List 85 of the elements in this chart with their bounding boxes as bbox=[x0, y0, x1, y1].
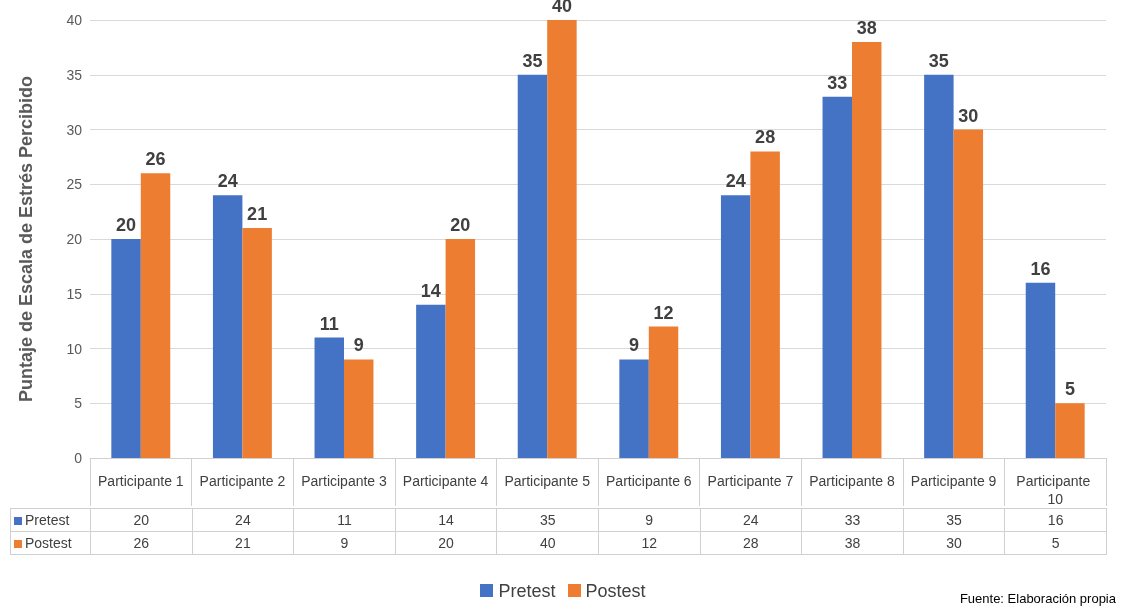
legend-label: Postest bbox=[10, 531, 91, 555]
bar bbox=[212, 195, 243, 458]
text: Pretest bbox=[498, 581, 556, 601]
y-axis-title: Puntaje de Escala de Estrés Percibido bbox=[16, 75, 36, 403]
x-tick-label: Participante 5 bbox=[504, 473, 591, 489]
text: 9 bbox=[353, 335, 364, 356]
bar bbox=[547, 20, 577, 458]
x-tick-label: Participante 2 bbox=[199, 473, 286, 489]
bar bbox=[1025, 282, 1056, 458]
bar bbox=[822, 96, 852, 458]
data-label: 35 bbox=[903, 508, 1005, 532]
text: 26 bbox=[145, 149, 166, 170]
y-tick-label: 10 bbox=[66, 340, 83, 357]
text: 24 bbox=[217, 171, 238, 192]
y-tick-label: 15 bbox=[66, 285, 83, 302]
text: 20 bbox=[450, 215, 471, 235]
y-tick-label: 5 bbox=[74, 395, 83, 412]
text: 12 bbox=[653, 302, 674, 323]
data-label: 20 bbox=[395, 531, 497, 555]
y-tick-label: 0 bbox=[74, 450, 83, 466]
bar bbox=[852, 41, 882, 458]
data-label: 28 bbox=[700, 531, 802, 555]
bar bbox=[140, 173, 171, 458]
x-tick-label: Participante 3 bbox=[301, 473, 388, 489]
text: 38 bbox=[856, 17, 877, 38]
data-label: 21 bbox=[192, 531, 294, 555]
text: 35 bbox=[928, 50, 949, 71]
data-label: 24 bbox=[700, 508, 802, 532]
text: 35 bbox=[522, 50, 543, 71]
y-tick-label: 20 bbox=[66, 231, 83, 247]
text: 33 bbox=[827, 72, 848, 93]
data-label: 30 bbox=[903, 531, 1005, 555]
bar bbox=[720, 195, 751, 458]
x-tick-label: Participante 9 bbox=[910, 473, 997, 489]
text: 5 bbox=[1064, 379, 1075, 400]
bar bbox=[953, 129, 984, 458]
x-tick-label: Participante 7 bbox=[707, 473, 794, 489]
bar bbox=[445, 239, 476, 458]
x-tick-label: Participante 4 bbox=[402, 473, 489, 489]
text: 9 bbox=[629, 335, 640, 356]
bar bbox=[750, 151, 780, 458]
text: 40 bbox=[551, 0, 572, 16]
bar bbox=[1055, 403, 1085, 458]
bar bbox=[314, 337, 344, 458]
data-label: 9 bbox=[598, 508, 701, 532]
data-label: 5 bbox=[1004, 531, 1107, 555]
data-label: 16 bbox=[1004, 508, 1107, 532]
data-label: 40 bbox=[496, 531, 599, 555]
x-tick-label: Participante 1 bbox=[98, 473, 184, 489]
bar bbox=[517, 74, 548, 458]
text: 11 bbox=[319, 313, 339, 334]
data-label: 26 bbox=[90, 531, 193, 555]
y-tick-label: 35 bbox=[66, 66, 83, 83]
data-label: 14 bbox=[395, 508, 497, 532]
data-label: 24 bbox=[192, 508, 294, 532]
x-tick-label: Participante 6 bbox=[606, 473, 692, 489]
text: 16 bbox=[1030, 258, 1051, 279]
data-label: 35 bbox=[496, 508, 599, 532]
data-label: 12 bbox=[598, 531, 701, 555]
text: 20 bbox=[116, 215, 137, 235]
bar bbox=[648, 326, 679, 458]
text: 30 bbox=[958, 105, 979, 126]
text: 28 bbox=[755, 127, 776, 148]
x-tick-label: Participante 10 bbox=[1016, 473, 1095, 507]
data-label: 38 bbox=[801, 531, 904, 555]
source-note: Fuente: Elaboración propia bbox=[959, 591, 1116, 606]
y-tick-label: 30 bbox=[66, 121, 83, 138]
x-tick-label: Participante 8 bbox=[809, 473, 896, 489]
data-label: 20 bbox=[90, 508, 193, 532]
bar bbox=[111, 239, 141, 458]
data-label: 9 bbox=[293, 531, 396, 555]
text: Postest bbox=[585, 581, 646, 601]
data-label: 11 bbox=[293, 508, 396, 532]
bar bbox=[619, 359, 649, 458]
bar bbox=[242, 228, 272, 458]
bar bbox=[344, 359, 374, 458]
legend-label: Pretest bbox=[10, 508, 91, 532]
y-tick-label: 40 bbox=[66, 12, 83, 28]
y-tick-label: 25 bbox=[66, 176, 83, 193]
bar bbox=[924, 74, 954, 458]
text: 21 bbox=[247, 204, 268, 225]
text: 24 bbox=[725, 171, 746, 192]
bar bbox=[416, 304, 446, 458]
data-label: 33 bbox=[801, 508, 904, 532]
text: 14 bbox=[420, 280, 441, 301]
